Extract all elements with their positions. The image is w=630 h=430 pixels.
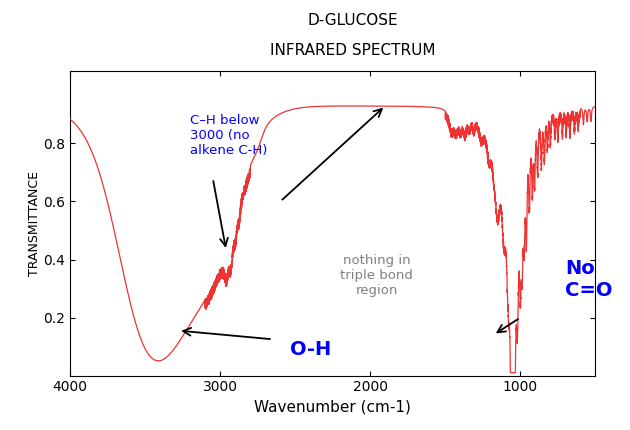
Text: No
C=O: No C=O <box>565 259 613 300</box>
Text: nothing in
triple bond
region: nothing in triple bond region <box>340 254 413 297</box>
Text: INFRARED SPECTRUM: INFRARED SPECTRUM <box>270 43 435 58</box>
Y-axis label: TRANSMITTANCE: TRANSMITTANCE <box>28 171 40 276</box>
Text: O-H: O-H <box>290 340 331 359</box>
Text: D-GLUCOSE: D-GLUCOSE <box>307 13 398 28</box>
X-axis label: Wavenumber (cm-1): Wavenumber (cm-1) <box>255 400 411 415</box>
Text: C–H below
3000 (no
alkene C-H): C–H below 3000 (no alkene C-H) <box>190 114 268 157</box>
